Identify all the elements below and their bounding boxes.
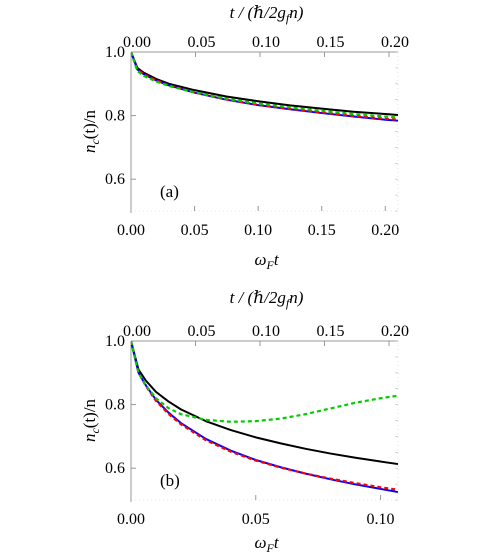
x-tick-label: 0.00 bbox=[117, 222, 145, 239]
x-tick-label: 0.10 bbox=[367, 511, 395, 528]
y-tick-label: 0.6 bbox=[105, 171, 125, 188]
top-x-axis-title: t / (ℏ/2gfn) bbox=[230, 3, 304, 25]
top-x-tick-label: 0.15 bbox=[317, 323, 345, 340]
top-x-tick-label: 0.20 bbox=[381, 323, 409, 340]
top-x-tick-label: 0.15 bbox=[317, 34, 345, 51]
x-tick-label: 0.05 bbox=[242, 511, 270, 528]
y-tick-label: 1.0 bbox=[105, 44, 125, 61]
series-line-3 bbox=[131, 341, 399, 491]
panel-a: 0.00 0.05 0.10 0.15 0.20 0.00 0.05 0.10 0.15 0.20… bbox=[80, 3, 409, 272]
x-tick-label: 0.20 bbox=[371, 222, 399, 239]
top-x-tick-label: 0.00 bbox=[123, 323, 151, 340]
top-x-tick-label: 0.05 bbox=[188, 34, 216, 51]
x-axis-title: ωFt bbox=[254, 250, 279, 272]
y-tick-label: 1.0 bbox=[105, 333, 125, 350]
x-tick-label: 0.10 bbox=[244, 222, 272, 239]
x-axis-title: ωFt bbox=[254, 533, 279, 555]
y-axis-title: nc(t)/n bbox=[80, 109, 102, 153]
y-tick-label: 0.8 bbox=[105, 397, 125, 414]
y-tick-label: 0.8 bbox=[105, 108, 125, 125]
top-x-tick-label: 0.00 bbox=[123, 34, 151, 51]
top-x-tick-label: 0.10 bbox=[252, 34, 280, 51]
panel-b: 0.00 0.05 0.10 0.00 0.05 0.10 0.15 0.20 0.6 0.8 1.… bbox=[80, 288, 409, 555]
x-tick-label: 0.05 bbox=[181, 222, 209, 239]
x-tick-label: 0.00 bbox=[117, 511, 145, 528]
top-x-tick-label: 0.10 bbox=[252, 323, 280, 340]
series-line-4 bbox=[131, 341, 399, 423]
x-tick-label: 0.15 bbox=[308, 222, 336, 239]
top-x-axis-title: t / (ℏ/2gfn) bbox=[230, 288, 304, 310]
panel-label: (b) bbox=[160, 471, 180, 490]
y-axis-title: nc(t)/n bbox=[80, 398, 102, 442]
panel-label: (a) bbox=[160, 182, 179, 201]
y-tick-label: 0.6 bbox=[105, 460, 125, 477]
top-x-tick-label: 0.05 bbox=[188, 323, 216, 340]
series-line-4 bbox=[131, 52, 399, 119]
top-x-tick-label: 0.20 bbox=[381, 34, 409, 51]
series-line-1 bbox=[131, 341, 399, 466]
series-line-1 bbox=[131, 52, 399, 116]
